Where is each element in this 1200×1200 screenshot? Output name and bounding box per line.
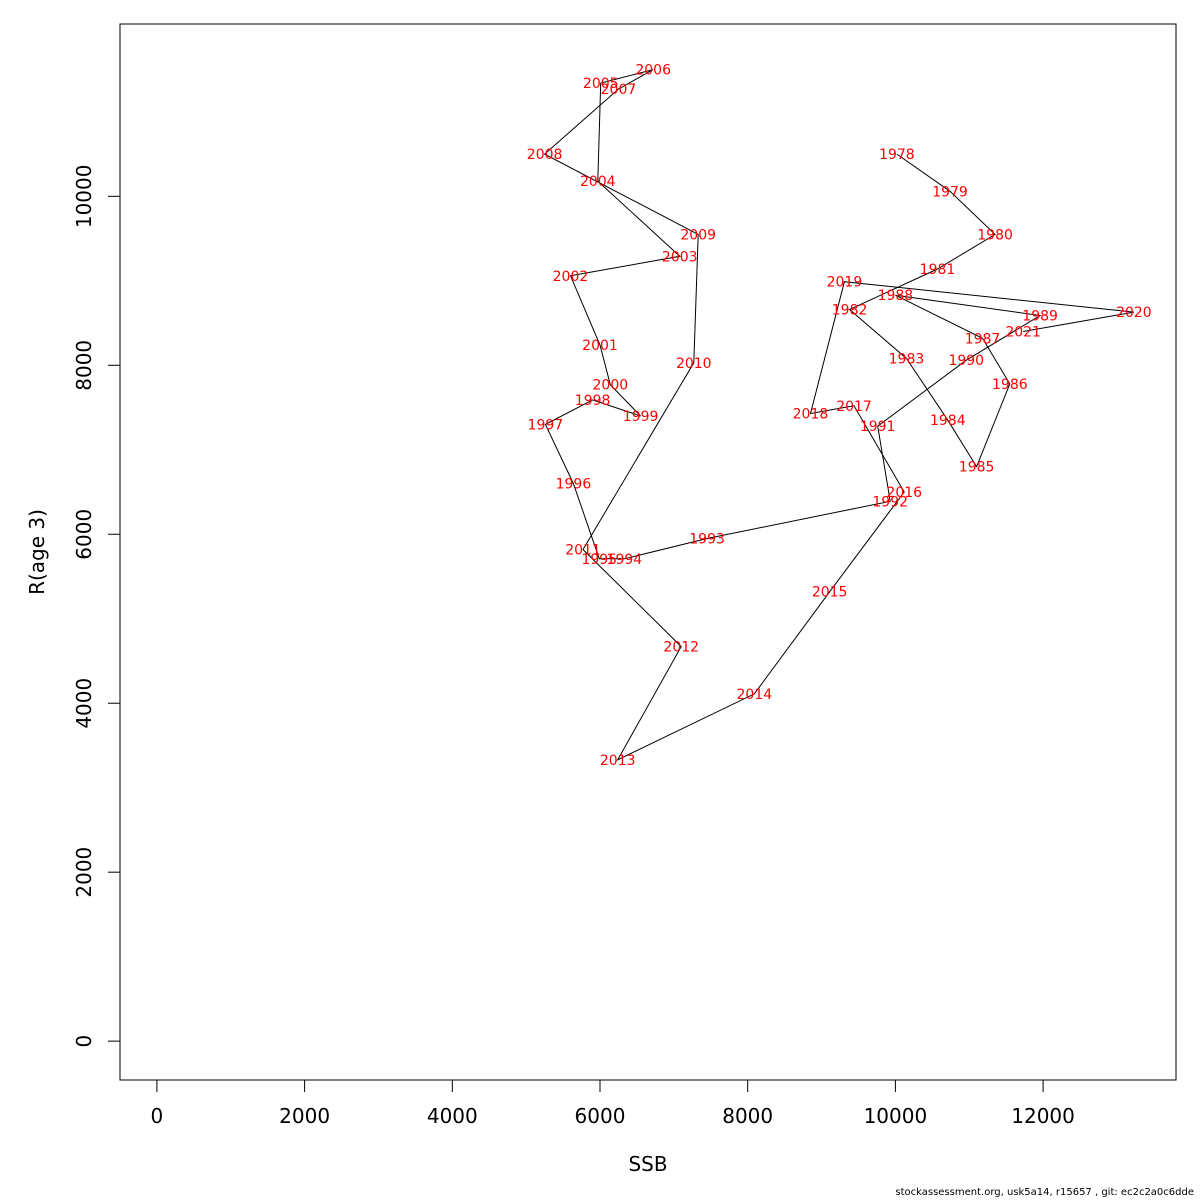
year-label-2000: 2000	[593, 378, 629, 394]
year-label-2013: 2013	[600, 753, 636, 769]
year-label-1983: 1983	[889, 352, 925, 368]
y-axis-title: R(age 3)	[25, 509, 49, 595]
x-tick-label: 12000	[1011, 1104, 1075, 1128]
year-label-1993: 1993	[689, 531, 725, 547]
y-tick-label: 4000	[72, 678, 96, 729]
year-label-2016: 2016	[886, 485, 922, 501]
x-tick-label: 2000	[279, 1104, 330, 1128]
year-label-2002: 2002	[553, 269, 589, 285]
x-axis: 0 2000 4000 6000 8000 10000 12000	[151, 1079, 1075, 1128]
year-label-2011: 2011	[565, 542, 601, 558]
year-label-2021: 2021	[1005, 325, 1041, 341]
year-label-2014: 2014	[737, 687, 773, 703]
year-label-1991: 1991	[860, 419, 896, 435]
year-label-2017: 2017	[836, 399, 872, 415]
year-label-1997: 1997	[528, 417, 564, 433]
year-label-2018: 2018	[793, 406, 829, 422]
year-label-1984: 1984	[930, 413, 966, 429]
year-label-1979: 1979	[932, 184, 968, 200]
year-label-2003: 2003	[662, 249, 698, 265]
year-label-1980: 1980	[977, 227, 1013, 243]
year-label-1982: 1982	[832, 303, 868, 319]
year-label-1998: 1998	[575, 393, 611, 409]
year-label-1992: 1992	[872, 494, 908, 510]
year-label-2009: 2009	[680, 227, 716, 243]
year-label-2010: 2010	[676, 356, 712, 372]
year-label-2006: 2006	[635, 63, 671, 79]
x-tick-label: 10000	[864, 1104, 928, 1128]
footer-source-note: stockassessment.org, usk5a14, r15657 , g…	[895, 1187, 1194, 1198]
y-tick-label: 0	[72, 1035, 96, 1048]
y-tick-label: 10000	[72, 165, 96, 229]
plot-frame	[119, 23, 1177, 1081]
year-label-1995: 1995	[581, 552, 617, 568]
x-tick-label: 6000	[575, 1104, 626, 1128]
year-label-1989: 1989	[1022, 308, 1058, 324]
year-labels: 1978 1979 1980 1981 1982 1983 1984 1985 1986 1987…	[527, 63, 1152, 769]
year-label-1981: 1981	[920, 262, 956, 278]
year-label-1990: 1990	[948, 353, 984, 369]
x-tick-label: 4000	[427, 1104, 478, 1128]
year-label-1994: 1994	[607, 552, 643, 568]
year-label-1978: 1978	[879, 147, 915, 163]
x-tick-label: 0	[151, 1104, 164, 1128]
x-tick-label: 8000	[722, 1104, 773, 1128]
year-label-1996: 1996	[556, 477, 592, 493]
ssb-recruitment-trajectory	[543, 69, 1134, 761]
year-label-1988: 1988	[878, 288, 914, 304]
x-axis-title: SSB	[628, 1152, 667, 1176]
year-label-2004: 2004	[580, 174, 616, 190]
year-label-2001: 2001	[582, 338, 618, 354]
year-label-2008: 2008	[527, 147, 563, 163]
y-tick-label: 8000	[72, 340, 96, 391]
y-axis: 0 2000 4000 6000 8000 10000	[72, 165, 121, 1048]
year-label-1985: 1985	[959, 460, 995, 476]
year-label-2015: 2015	[812, 585, 848, 601]
year-label-2005: 2005	[583, 76, 619, 92]
year-label-2007: 2007	[601, 82, 637, 98]
year-label-2020: 2020	[1116, 305, 1152, 321]
year-label-2012: 2012	[663, 640, 699, 656]
year-label-1986: 1986	[992, 377, 1028, 393]
year-label-2019: 2019	[827, 275, 863, 291]
y-tick-label: 6000	[72, 509, 96, 560]
year-label-1999: 1999	[623, 409, 659, 425]
y-tick-label: 2000	[72, 847, 96, 898]
year-label-1987: 1987	[965, 331, 1001, 347]
